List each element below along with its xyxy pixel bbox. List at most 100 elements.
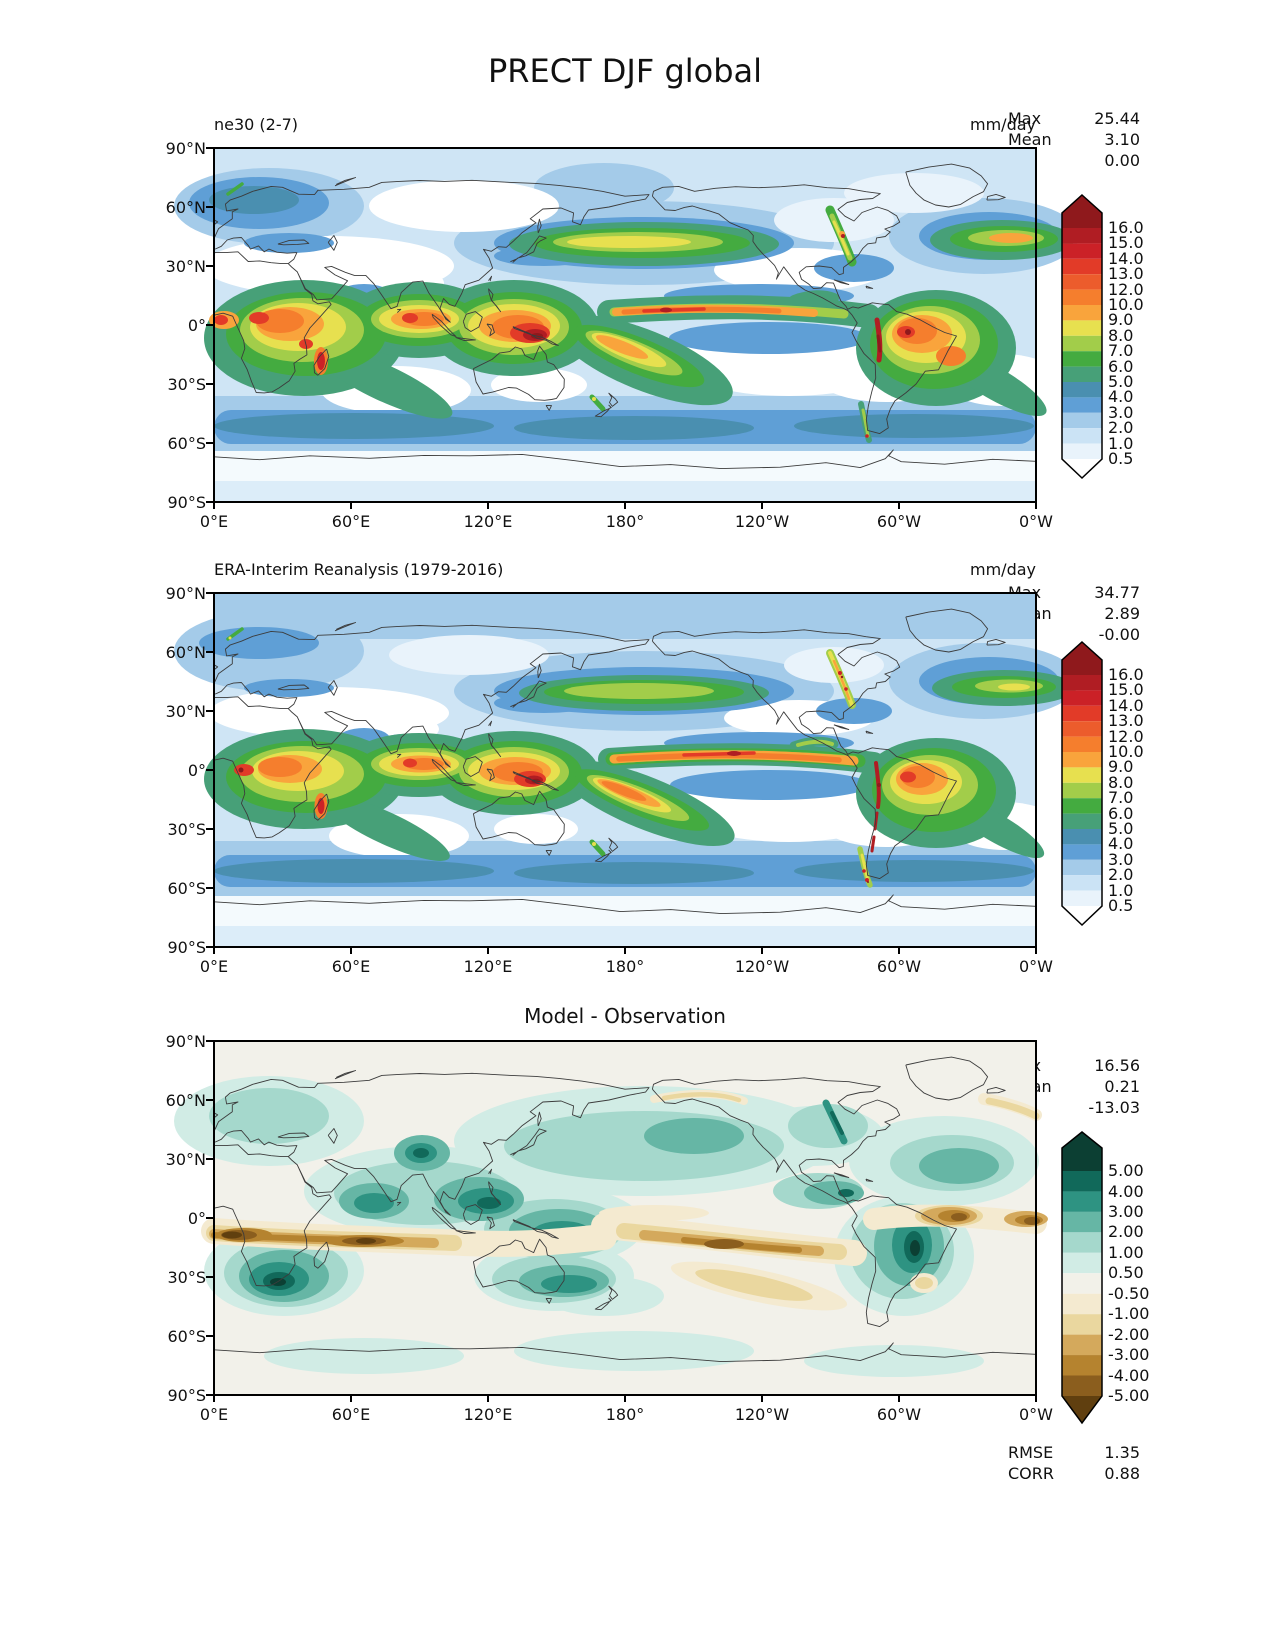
p1-ytick: 60°N — [165, 198, 206, 217]
p3-xtick: 60°E — [331, 1405, 371, 1424]
model-precip-field — [174, 148, 1079, 502]
precip-colorbar-2 — [1061, 640, 1103, 927]
p3-xtick: 60°W — [876, 1405, 922, 1424]
panel2-units: mm/day — [970, 560, 1036, 579]
p3-ytick: 90°N — [165, 1032, 206, 1051]
map-frame — [213, 592, 1037, 948]
corr-value: 0.88 — [1104, 1464, 1140, 1483]
cb3-label: -5.00 — [1108, 1386, 1150, 1405]
panel1-mean-value: 3.10 — [1104, 130, 1140, 149]
map-frame — [213, 1040, 1037, 1396]
panel2-title: ERA-Interim Reanalysis (1979-2016) — [214, 560, 504, 579]
p1-ytick: 0° — [187, 316, 206, 335]
panel3-max-value: 16.56 — [1094, 1056, 1140, 1075]
diff-map — [174, 1040, 1048, 1402]
p2-xtick: 180° — [605, 957, 645, 976]
cb1-label: 13.0 — [1108, 264, 1144, 283]
cb1-label: 2.0 — [1108, 418, 1134, 437]
cb1-label: 8.0 — [1108, 326, 1134, 345]
cb2-label: 5.0 — [1108, 819, 1134, 838]
model-precip-map — [174, 147, 1079, 509]
cb3-label: -1.00 — [1108, 1304, 1150, 1323]
precip-colorbar-1 — [1061, 193, 1103, 480]
p2-xtick: 60°W — [876, 957, 922, 976]
cb3-label: -4.00 — [1108, 1366, 1150, 1385]
cb1-label: 16.0 — [1108, 218, 1144, 237]
corr-label: CORR — [1008, 1464, 1054, 1483]
cb3-label: 3.00 — [1108, 1202, 1144, 1221]
p3-ytick: 90°S — [167, 1386, 206, 1405]
cb3-label: -0.50 — [1108, 1284, 1150, 1303]
cb1-label: 3.0 — [1108, 403, 1134, 422]
p3-ytick: 60°N — [165, 1091, 206, 1110]
panel1-title: ne30 (2-7) — [214, 115, 299, 134]
panel2-max-value: 34.77 — [1094, 583, 1140, 602]
panel3-mean-value: 0.21 — [1104, 1077, 1140, 1096]
cb2-label: 16.0 — [1108, 665, 1144, 684]
p1-xtick: 60°E — [331, 512, 371, 531]
cb2-label: 10.0 — [1108, 742, 1144, 761]
axis-ticks — [206, 147, 1037, 509]
panel1-min-value: 0.00 — [1104, 151, 1140, 170]
p1-xtick: 180° — [605, 512, 645, 531]
diff-field — [174, 1041, 1048, 1395]
rmse-label: RMSE — [1008, 1443, 1054, 1462]
p1-xtick: 0°E — [199, 512, 229, 531]
panel3-metrics: RMSE 1.35 CORR 0.88 — [1008, 1442, 1140, 1484]
p2-ytick: 30°N — [165, 702, 206, 721]
axis-ticks — [206, 592, 1037, 954]
p3-xtick: 180° — [605, 1405, 645, 1424]
cb2-label: 0.5 — [1108, 896, 1134, 915]
p1-xtick: 0°W — [1019, 512, 1053, 531]
cb1-label: 14.0 — [1108, 249, 1144, 268]
cb2-label: 1.0 — [1108, 881, 1134, 900]
coastlines — [213, 163, 1037, 470]
p2-xtick: 60°E — [331, 957, 371, 976]
cb2-label: 13.0 — [1108, 711, 1144, 730]
cb3-label: 0.50 — [1108, 1263, 1144, 1282]
coastlines — [213, 1056, 1037, 1363]
p1-xtick: 60°W — [876, 512, 922, 531]
p1-ytick: 60°S — [167, 434, 206, 453]
cb1-label: 4.0 — [1108, 387, 1134, 406]
cb2-label: 8.0 — [1108, 773, 1134, 792]
cb2-label: 15.0 — [1108, 680, 1144, 699]
cb2-label: 7.0 — [1108, 788, 1134, 807]
panel1-max-label: Max — [1008, 109, 1042, 128]
cb1-label: 7.0 — [1108, 341, 1134, 360]
p2-ytick: 90°N — [165, 584, 206, 603]
cb1-label: 6.0 — [1108, 357, 1134, 376]
panel3-title: Model - Observation — [524, 1004, 726, 1028]
cb3-label: -3.00 — [1108, 1345, 1150, 1364]
panel3-min-value: -13.03 — [1088, 1098, 1140, 1117]
p3-ytick: 30°N — [165, 1150, 206, 1169]
cb1-label: 15.0 — [1108, 233, 1144, 252]
cb3-label: 2.00 — [1108, 1222, 1144, 1241]
cb3-label: 4.00 — [1108, 1182, 1144, 1201]
p2-ytick: 60°N — [165, 643, 206, 662]
panel1-mean-label: Mean — [1008, 130, 1052, 149]
obs-precip-field — [174, 593, 1079, 947]
coastlines — [213, 608, 1037, 915]
p2-ytick: 30°S — [167, 820, 206, 839]
diff-colorbar — [1061, 1131, 1103, 1425]
p3-ytick: 60°S — [167, 1327, 206, 1346]
obs-precip-map — [174, 592, 1079, 954]
cb2-label: 9.0 — [1108, 757, 1134, 776]
p3-xtick: 120°E — [463, 1405, 513, 1424]
p2-xtick: 120°E — [463, 957, 513, 976]
p2-xtick: 120°W — [734, 957, 790, 976]
p3-ytick: 0° — [187, 1209, 206, 1228]
p3-xtick: 0°W — [1019, 1405, 1053, 1424]
p3-xtick: 0°E — [199, 1405, 229, 1424]
panel2-min-value: -0.00 — [1098, 625, 1140, 644]
rmse-value: 1.35 — [1104, 1443, 1140, 1462]
cb1-label: 10.0 — [1108, 295, 1144, 314]
cb1-label: 5.0 — [1108, 372, 1134, 391]
cb1-label: 9.0 — [1108, 310, 1134, 329]
p1-ytick: 30°S — [167, 375, 206, 394]
p2-ytick: 0° — [187, 761, 206, 780]
cb2-label: 4.0 — [1108, 834, 1134, 853]
p3-ytick: 30°S — [167, 1268, 206, 1287]
p1-xtick: 120°E — [463, 512, 513, 531]
